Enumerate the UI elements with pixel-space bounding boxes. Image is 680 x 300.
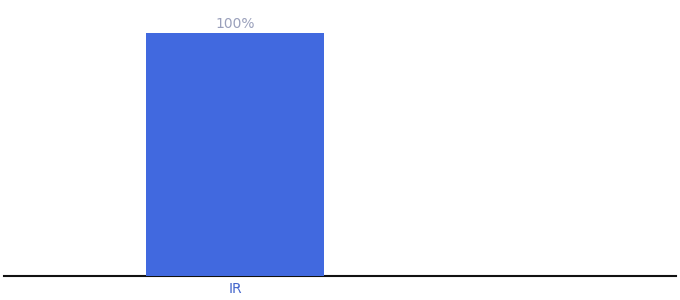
Bar (146, 33, 324, 276)
Text: 100%: 100% (216, 17, 255, 31)
